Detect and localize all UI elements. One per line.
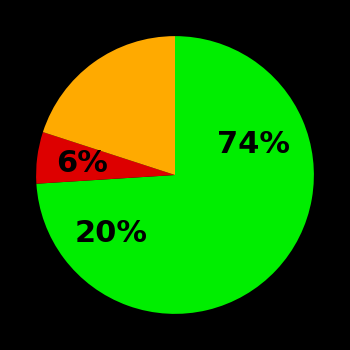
Text: 6%: 6% [56,149,108,178]
Wedge shape [43,36,175,175]
Text: 74%: 74% [217,130,290,159]
Wedge shape [36,132,175,184]
Wedge shape [36,36,314,314]
Text: 20%: 20% [74,219,147,248]
